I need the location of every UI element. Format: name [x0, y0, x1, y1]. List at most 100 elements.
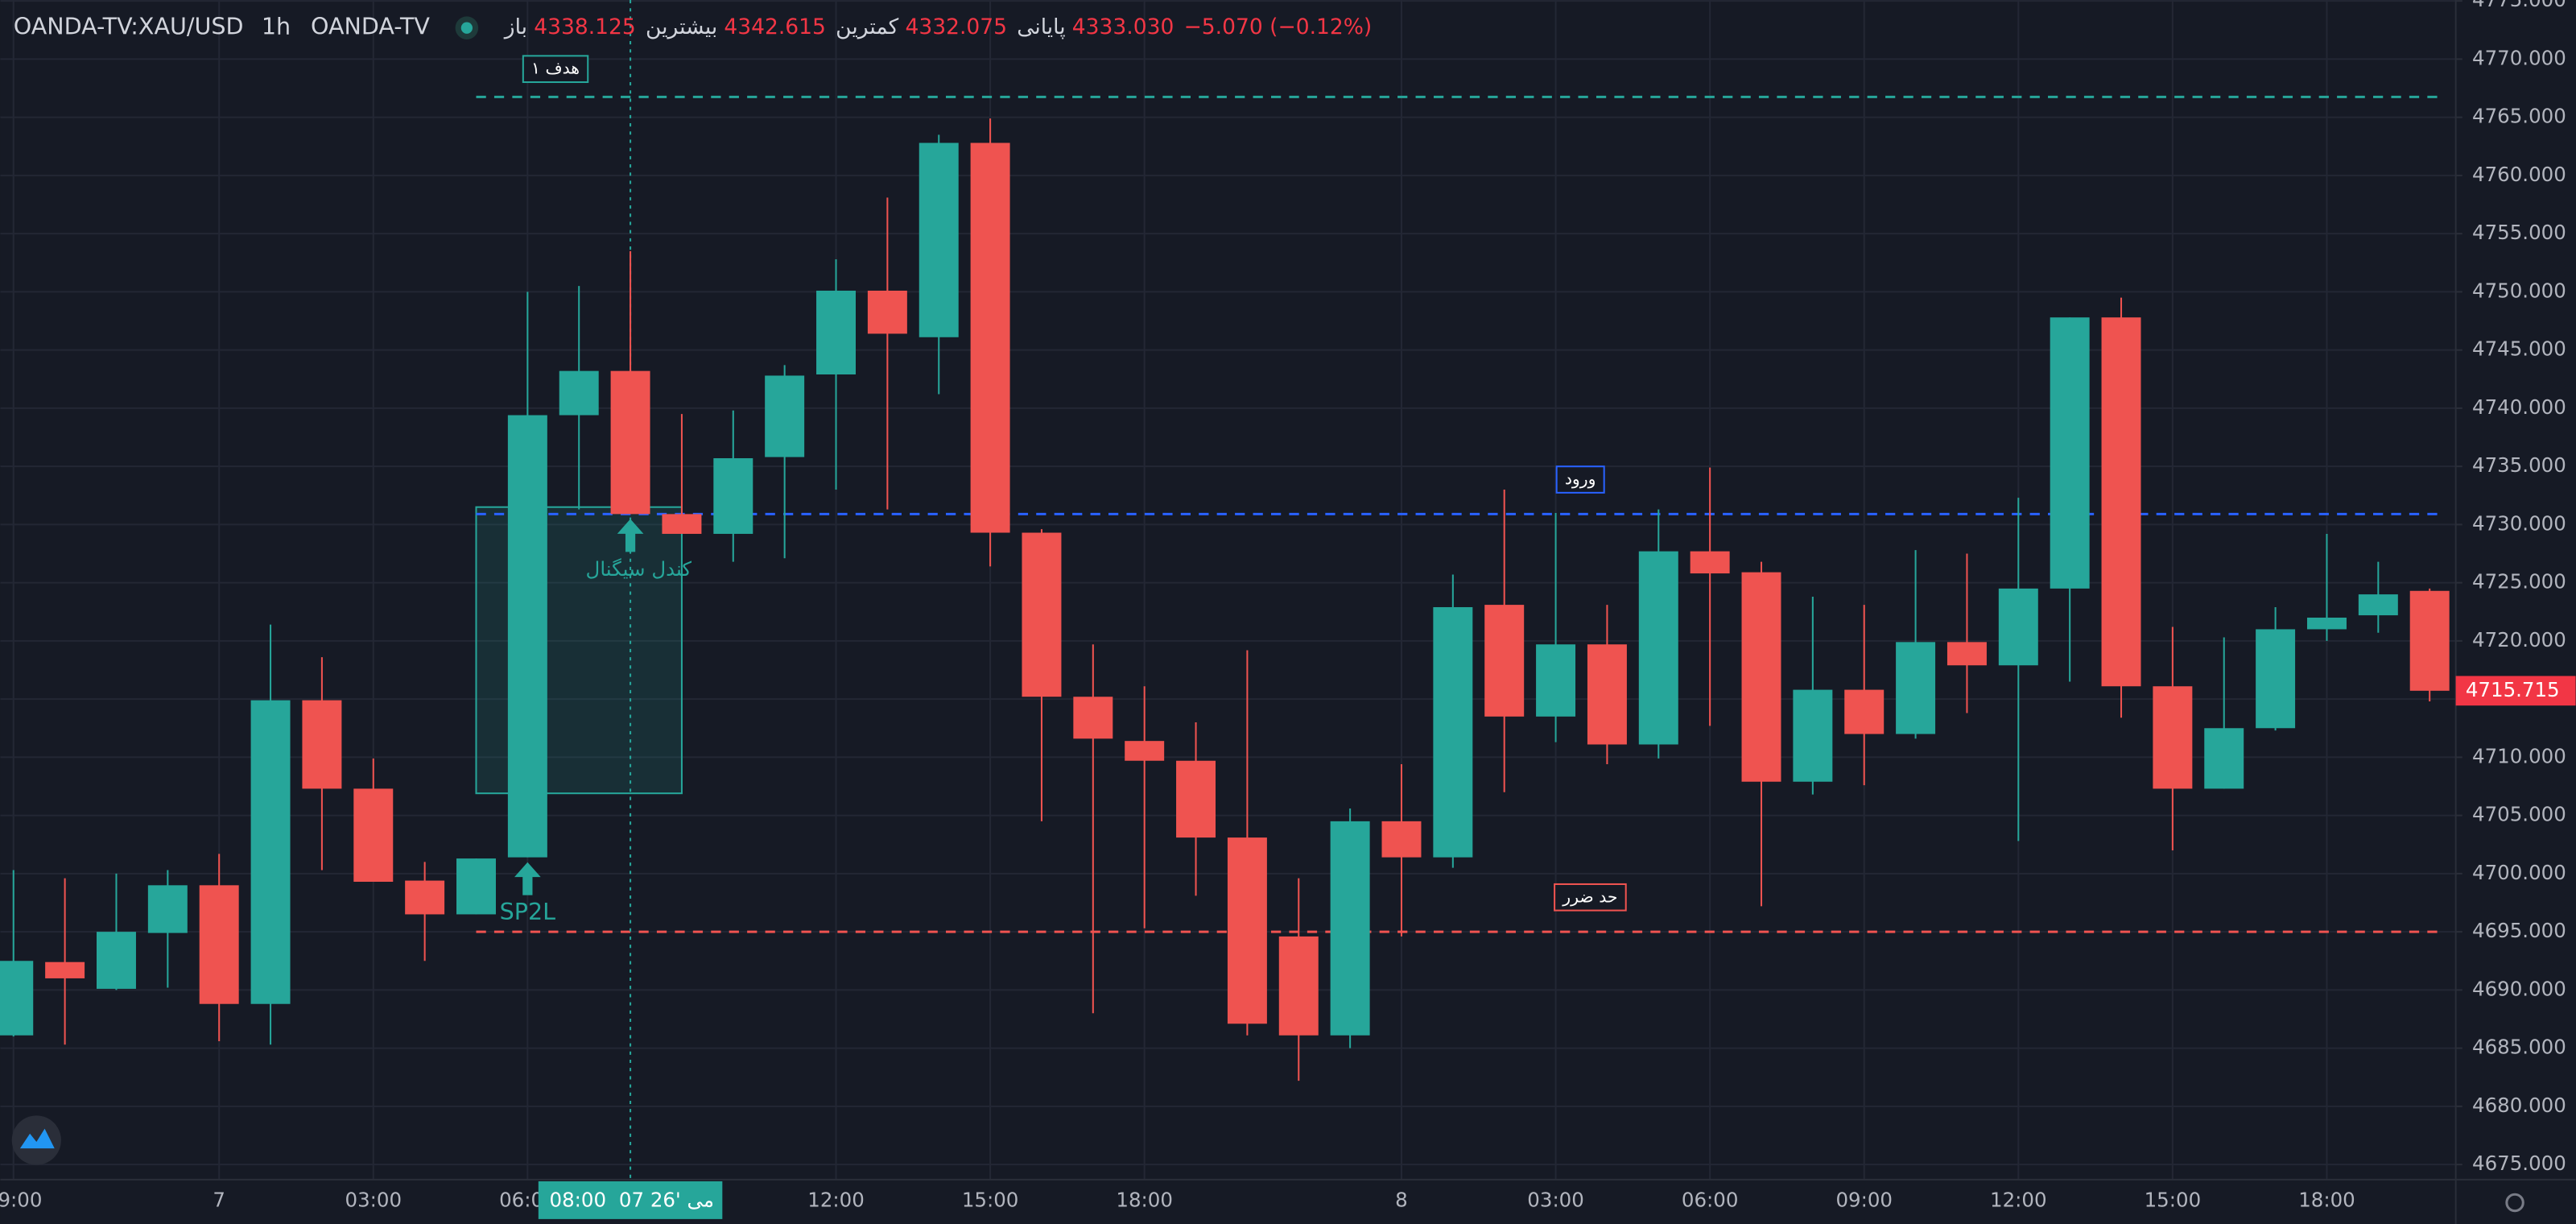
x-tick-label: 7 — [213, 1188, 225, 1211]
candle-body — [1433, 606, 1473, 858]
x-tick-label: 9:00 — [0, 1188, 42, 1211]
crosshair-tag — [538, 1181, 723, 1219]
candle-body — [1793, 689, 1833, 782]
y-tick-label: 4720.000 — [2472, 628, 2566, 651]
level-label-box — [1555, 465, 1605, 494]
ohlc-label: بیشترین — [646, 14, 717, 39]
ohlc-value: 4332.075 — [905, 14, 1007, 39]
y-tick-label: 4750.000 — [2472, 279, 2566, 302]
candle-body — [1587, 644, 1627, 745]
candle-body — [970, 143, 1010, 533]
y-tick-label: 4730.000 — [2472, 511, 2566, 535]
ohlc-label: پایانی — [1017, 14, 1065, 39]
candle-body — [96, 932, 136, 989]
plot-area: هدف ۱ ورود حد ضرر SP2L کندل سیگنال — [0, 0, 2450, 1180]
candle-body — [2101, 317, 2141, 687]
y-tick-label: 4760.000 — [2472, 163, 2566, 186]
ohlc-label: باز — [503, 14, 527, 39]
candle-body — [302, 700, 342, 789]
crosshair-time: 08:00 — [550, 1188, 607, 1211]
candle-body — [147, 885, 188, 933]
interval[interactable]: 1h — [262, 13, 291, 40]
y-tick-label: 4775.000 — [2472, 0, 2566, 11]
candle-body — [2153, 686, 2193, 789]
x-tick-label: 8 — [1395, 1188, 1408, 1211]
logo-mark[interactable] — [19, 1128, 55, 1149]
candle-body — [45, 961, 85, 978]
y-tick-label: 4685.000 — [2472, 1036, 2566, 1059]
candle-body — [2050, 317, 2090, 589]
candle-body — [1176, 760, 1216, 838]
candle-body — [1690, 551, 1730, 574]
candle-body — [610, 370, 650, 515]
level-label: هدف ۱ — [531, 59, 580, 78]
y-tick-label: 4770.000 — [2472, 46, 2566, 69]
ohlc-value: 4333.030 — [1072, 14, 1174, 39]
level-label-box — [1554, 883, 1627, 912]
signal-arrow — [617, 519, 644, 552]
candle-body — [1536, 644, 1576, 717]
candle-body — [1638, 551, 1678, 745]
y-tick-label: 4705.000 — [2472, 803, 2566, 826]
y-tick-label: 4740.000 — [2472, 395, 2566, 419]
candle-body — [1484, 605, 1525, 717]
ohlc-value: 4338.125 — [534, 14, 636, 39]
signal-label: SP2L — [500, 898, 555, 925]
candle-body — [1741, 572, 1781, 782]
level-label-box — [522, 55, 589, 84]
settings-icon[interactable] — [2505, 1193, 2524, 1213]
candle-body — [1946, 642, 1987, 666]
candle-body — [2409, 590, 2450, 691]
candle-body — [816, 290, 857, 374]
signal-arrow — [514, 862, 541, 895]
candle-body — [2358, 594, 2398, 616]
logo-circle[interactable] — [11, 1115, 61, 1165]
x-tick-label: 03:00 — [345, 1188, 402, 1211]
ohlc-label: کمترین — [836, 14, 899, 39]
change: −5.070 (−0.12%) — [1184, 14, 1373, 39]
candle-body — [405, 880, 445, 915]
y-tick-label: 4725.000 — [2472, 570, 2566, 593]
y-tick-label: 4690.000 — [2472, 977, 2566, 1000]
x-tick-label: 18:00 — [2298, 1188, 2355, 1211]
y-tick-label: 4710.000 — [2472, 744, 2566, 767]
candle-body — [0, 961, 34, 1036]
candle-body — [2256, 629, 2296, 729]
y-tick-label: 4755.000 — [2472, 221, 2566, 244]
x-tick-label: 03:00 — [1527, 1188, 1584, 1211]
level-label: حد ضرر — [1562, 887, 1617, 906]
candle-body — [1844, 689, 1885, 734]
ohlc-value: 4342.615 — [724, 14, 826, 39]
status-dot — [460, 22, 473, 34]
crosshair-date: 07 می '26 — [619, 1188, 714, 1211]
candle-body — [1125, 741, 1165, 761]
y-tick-label: 4735.000 — [2472, 453, 2566, 477]
source: OANDA-TV — [311, 13, 430, 40]
gear[interactable] — [2505, 1193, 2524, 1213]
candle-body — [919, 143, 959, 337]
candle-body — [1022, 532, 1062, 697]
last-price-label: 4715.715 — [2466, 678, 2560, 701]
candle-body — [2306, 617, 2347, 630]
y-tick-label: 4680.000 — [2472, 1094, 2566, 1117]
zone-box — [475, 506, 683, 795]
x-tick-label: 12:00 — [807, 1188, 865, 1211]
candle-body — [867, 290, 907, 334]
logo[interactable] — [11, 1115, 61, 1165]
candle-body — [456, 858, 496, 915]
y-tick-label: 4765.000 — [2472, 105, 2566, 128]
candle-body — [507, 415, 547, 858]
x-tick-label: 15:00 — [962, 1188, 1019, 1211]
candle-body — [199, 885, 239, 1004]
last-price-tag — [2455, 676, 2576, 706]
symbol[interactable]: OANDA-TV:XAU/USD — [14, 13, 244, 40]
candle-body — [1998, 588, 2038, 666]
y-tick-label: 4675.000 — [2472, 1152, 2566, 1175]
candle-body — [1330, 821, 1370, 1036]
x-tick-label: 06:00 — [1682, 1188, 1739, 1211]
signal-label: کندل سیگنال — [586, 557, 692, 581]
candle-body — [1073, 697, 1113, 739]
x-tick-label: 15:00 — [2145, 1188, 2202, 1211]
